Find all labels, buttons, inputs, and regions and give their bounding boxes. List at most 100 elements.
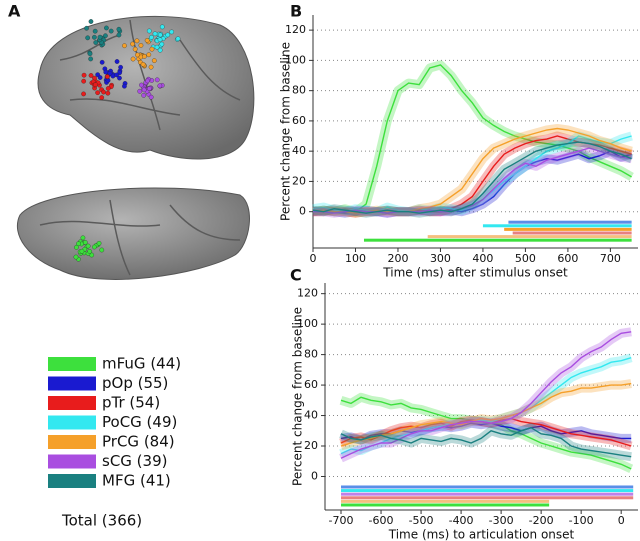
legend-swatch (48, 435, 96, 449)
electrode (79, 248, 85, 254)
electrode (152, 31, 158, 37)
legend-label: MFG (41) (102, 472, 171, 490)
electrode (149, 34, 154, 40)
electrode (139, 82, 144, 88)
electrode (93, 82, 98, 88)
electrode (159, 41, 165, 47)
electrode (159, 24, 165, 30)
y-tick-label: 20 (304, 439, 318, 452)
electrode (87, 249, 92, 254)
y-tick-label: 0 (311, 469, 318, 482)
x-tick-label: -400 (449, 514, 474, 527)
electrode (154, 44, 160, 50)
legend-label: PrCG (84) (102, 433, 175, 451)
electrode (107, 70, 113, 76)
legend-total: Total (366) (61, 512, 142, 530)
electrode (141, 87, 147, 93)
significance-bar (482, 224, 632, 228)
electrode (157, 47, 163, 53)
electrode (73, 254, 79, 260)
legend-label: pOp (55) (102, 374, 168, 392)
x-tick-label: 400 (472, 252, 493, 265)
electrode (148, 94, 154, 100)
electrode (81, 91, 86, 97)
electrode (157, 32, 163, 38)
electrode (165, 32, 171, 38)
y-tick-label: 0 (299, 205, 306, 218)
series-line (313, 147, 632, 214)
electrode (80, 235, 86, 241)
significance-bar (504, 227, 632, 231)
y-axis-label: Percent change from baseline (291, 307, 305, 486)
y-tick-label: 40 (292, 144, 306, 157)
significance-bar (341, 503, 550, 507)
chart: B 0 20 40 60 80 100 120 0 100 200 300 400 500 600 700 Ti… (279, 2, 638, 280)
electrode (85, 243, 91, 249)
y-tick-label: 40 (304, 409, 318, 422)
electrode (141, 93, 147, 98)
electrode (132, 46, 138, 52)
x-tick-label: 500 (515, 252, 536, 265)
panel-label: A (8, 2, 21, 21)
electrode (103, 69, 109, 75)
series-line (340, 426, 632, 458)
x-axis-label: Time (ms) to articulation onset (388, 528, 575, 541)
electrode (84, 25, 89, 31)
electrode (151, 58, 157, 63)
series-line (312, 141, 632, 214)
significance-bar (508, 220, 632, 224)
y-tick-label: 80 (292, 84, 306, 97)
panel-a: A mFuG (44)pOp (55) pTr (54)PoCG (49) PrCG… (8, 2, 255, 530)
significance-bar (427, 235, 632, 239)
electrode (130, 41, 135, 47)
series-line (340, 357, 632, 455)
electrode (87, 51, 93, 57)
electrode (175, 36, 181, 42)
series-line (340, 382, 632, 447)
brain-sulcus (39, 199, 241, 276)
electrode (122, 83, 127, 89)
significance-bar (363, 238, 632, 242)
legend-swatch (48, 415, 96, 430)
electrode (146, 28, 152, 34)
significance-bar (341, 496, 634, 500)
electrode (97, 34, 103, 40)
electrode (81, 72, 87, 78)
y-tick-label: 20 (292, 174, 306, 187)
series-line (340, 331, 632, 459)
electrode (137, 88, 143, 94)
x-tick-label: 200 (387, 252, 408, 265)
legend-label: mFuG (44) (102, 355, 181, 373)
electrode (92, 34, 97, 40)
electrode (138, 43, 144, 48)
significance-bar (341, 499, 550, 503)
x-tick-label: -500 (409, 514, 434, 527)
y-tick-label: 80 (304, 348, 318, 361)
electrode (116, 32, 122, 38)
electrode (92, 244, 97, 250)
y-tick-label: 60 (292, 114, 306, 127)
electrode (147, 86, 152, 91)
electrode (99, 247, 105, 253)
x-tick-label: -200 (529, 514, 554, 527)
electrode (97, 75, 103, 80)
x-tick-label: 0 (310, 252, 317, 265)
y-tick-label: 100 (297, 317, 318, 330)
electrode (103, 33, 108, 39)
electrode (88, 73, 94, 78)
legend-label: pTr (54) (102, 394, 160, 412)
electrode (74, 245, 79, 250)
electrode (99, 95, 105, 100)
legend-label: PoCG (49) (102, 413, 177, 431)
legend-swatch (48, 376, 96, 391)
legend-swatch (48, 357, 96, 371)
electrode (157, 37, 163, 42)
x-axis-label: Time (ms) after stimulus onset (382, 266, 568, 280)
electrode (122, 43, 127, 49)
significance-bar (512, 231, 632, 235)
electrode (105, 86, 111, 91)
x-tick-label: 100 (345, 252, 366, 265)
y-tick-label: 120 (285, 23, 306, 36)
electrode (130, 56, 136, 62)
